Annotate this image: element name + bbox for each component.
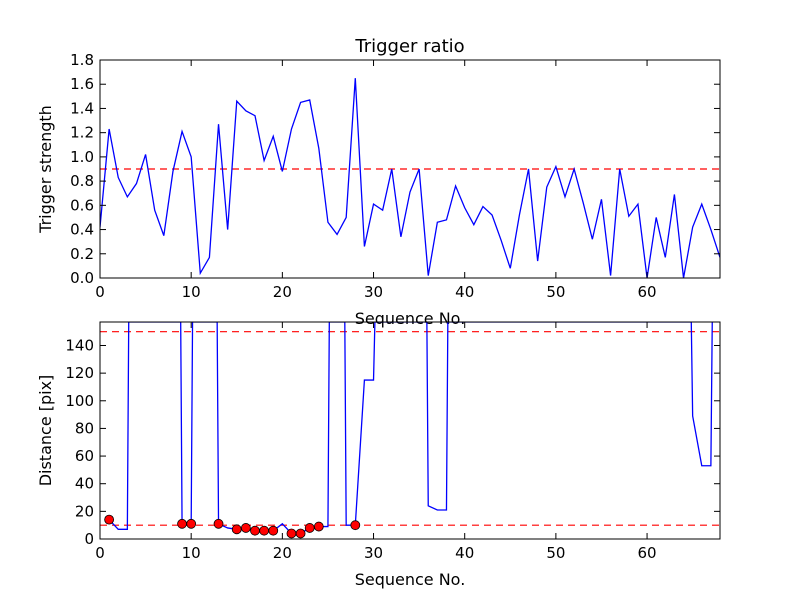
x-tick-label: 0 [95,544,105,562]
y-tick-label: 1.6 [70,75,94,93]
y-tick-label: 0.8 [70,172,94,190]
data-point-marker [177,518,187,529]
y-tick-label: 40 [75,475,94,493]
x-tick-label: 40 [455,544,474,562]
x-tick-label: 0 [95,283,105,301]
plot-frame [99,59,721,279]
x-tick-label: 20 [273,544,292,562]
x-tick-label: 20 [273,283,292,301]
x-tick-label: 10 [182,544,201,562]
y-axis-label: Distance [pix] [36,375,55,487]
data-point-marker [350,520,361,531]
y-tick-label: 60 [75,447,94,465]
y-tick-label: 1.2 [70,124,94,142]
y-tick-label: 0.2 [70,245,94,263]
y-tick-label: 1.0 [70,148,94,166]
series-line [108,322,713,535]
x-axis-label: Sequence No. [355,309,466,328]
y-tick-label: 140 [65,336,94,354]
data-point-marker [304,523,315,533]
x-tick-label: 40 [455,283,474,301]
y-tick-label: 0.4 [70,221,94,239]
x-tick-label: 60 [638,544,657,562]
data-point-marker [213,518,224,529]
data-point-marker [259,525,270,536]
trigger-ratio-chart: 0 10 20 30 40 50 60 0.0 0.2 0.4 0.6 0.8 1.0 1.2 1.4 1.6… [36,36,721,328]
x-tick-label: 10 [182,283,201,301]
y-tick-label: 100 [65,392,94,410]
x-axis-label: Sequence No. [355,570,466,589]
y-tick-label: 120 [65,364,94,382]
y-tick-label: 20 [75,502,94,520]
y-tick-label: 1.4 [70,99,94,117]
data-point-marker [313,521,324,532]
y-tick-label: 80 [75,419,94,437]
y-axis-label: Trigger strength [36,105,55,234]
x-tick-label: 60 [638,283,657,301]
data-point-marker [186,518,197,529]
y-tick-label: 0.6 [70,196,94,214]
y-tick-label: 1.8 [70,51,94,69]
data-point-marker [104,514,115,525]
x-tick-label: 50 [546,283,565,301]
x-tick-label: 30 [364,544,383,562]
data-point-marker [268,525,279,536]
y-tick-label: 0 [84,530,94,548]
data-point-marker [250,525,260,536]
x-tick-label: 50 [546,544,565,562]
chart-title: Trigger ratio [354,36,464,57]
data-point-marker [295,528,306,539]
data-point-marker [240,523,251,533]
series-line [100,78,720,278]
data-point-marker [231,524,242,535]
x-tick-label: 30 [364,283,383,301]
plot-frame [99,321,721,540]
y-tick-label: 0.0 [70,269,94,287]
data-point-marker [286,528,297,539]
distance-chart: 0 10 20 30 40 50 60 0 20 40 60 80 100 120 140 Sequence … [36,321,721,589]
